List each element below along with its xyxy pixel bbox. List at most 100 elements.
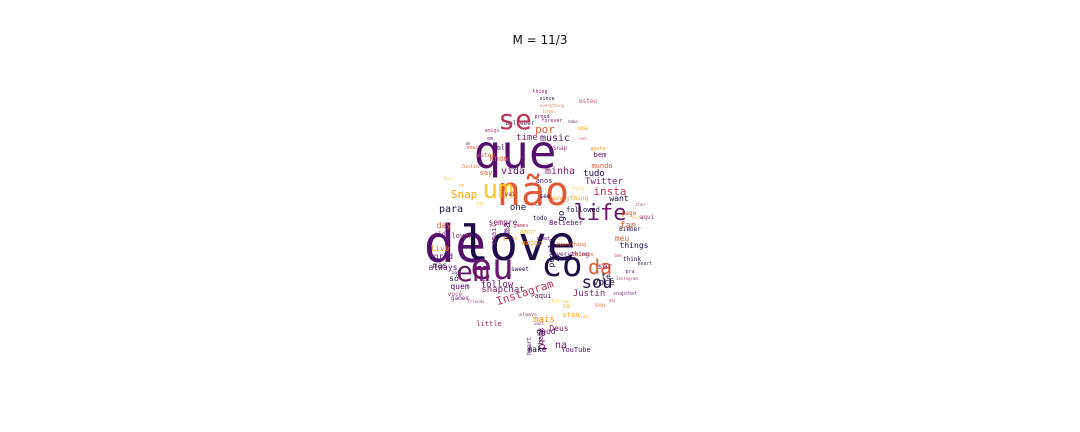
wordcloud-word: live <box>430 244 449 253</box>
wordcloud-word: everything <box>553 251 590 258</box>
wordcloud-word: você <box>593 277 615 288</box>
wordcloud-word: follow <box>481 280 514 290</box>
wordcloud-word: Belieber <box>549 219 583 227</box>
wordcloud-filler-word: old <box>435 231 446 238</box>
wordcloud-filler-word: você <box>448 291 463 298</box>
wordcloud-word: uma <box>502 222 513 240</box>
wordcloud-word: Deus <box>549 324 568 333</box>
wordcloud-word: em <box>456 255 490 288</box>
wordcloud-filler-word: em <box>487 136 493 142</box>
wordcloud-word: lover <box>451 232 472 240</box>
wordcloud-word: snapchat <box>481 285 524 295</box>
wordcloud-filler-word: uma <box>578 125 589 132</box>
wordcloud-word: Snap <box>451 188 478 201</box>
wordcloud-word: amigo <box>521 239 542 247</box>
wordcloud-word: always <box>429 263 458 272</box>
wordcloud-filler-word: want <box>534 321 544 326</box>
wordcloud-word: world <box>429 252 453 261</box>
wordcloud-word: games <box>513 223 528 229</box>
wordcloud-word: go <box>557 211 567 222</box>
wordcloud-filler-word: snapchat <box>613 291 637 297</box>
wordcloud-word: aqui <box>535 292 552 300</box>
wordcloud-filler-word: se <box>476 200 484 207</box>
wordcloud-filler-word: vida <box>578 314 588 319</box>
wordcloud-word: followed <box>566 206 600 214</box>
wordcloud-word: little <box>476 320 501 328</box>
wordcloud-word: meu <box>615 234 630 243</box>
wordcloud-word: tudo <box>583 169 605 179</box>
wordcloud-filler-word: eu <box>609 298 615 304</box>
wordcloud-filler-word: thing <box>572 186 585 191</box>
wordcloud-word: minha <box>545 166 575 177</box>
wordcloud-filler-word: love <box>542 109 554 115</box>
wordcloud-word: YouTube <box>561 346 591 354</box>
wordcloud-word: sou <box>582 273 613 293</box>
wordcloud-word: need <box>537 236 549 242</box>
wordcloud-filler-word: Instagram <box>616 276 638 281</box>
wordcloud-word: things <box>620 241 649 250</box>
wordcloud-word: heart <box>526 337 533 355</box>
wordcloud-word: time <box>516 133 538 143</box>
wordcloud-filler-word: de <box>466 141 471 146</box>
wordcloud-word: email <box>490 223 498 244</box>
wordcloud-title: M = 11/3 <box>512 33 568 47</box>
wordcloud-word: Bieber <box>619 226 641 233</box>
wordcloud-word: since <box>539 96 554 102</box>
wordcloud-word: se <box>498 103 532 136</box>
wordcloud-filler-word: Snap <box>553 145 568 152</box>
wordcloud-word: make <box>527 345 546 354</box>
wordcloud-word: amor <box>520 228 537 236</box>
wordcloud-word: forever <box>541 118 562 124</box>
wordcloud-word: para <box>439 204 463 215</box>
wordcloud-word: think <box>623 256 641 263</box>
wordcloud-word: one <box>510 203 526 213</box>
wordcloud-filler-word: co <box>534 201 542 208</box>
wordcloud-word: bem <box>594 151 607 159</box>
wordcloud-filler-word: email <box>466 145 481 151</box>
wordcloud-word: que <box>473 125 556 179</box>
wordcloud-filler-word: amigo <box>484 128 499 134</box>
wordcloud-word: de <box>424 215 487 275</box>
wordcloud-filler-word: games <box>451 295 469 302</box>
wordcloud-word: todo <box>533 215 548 222</box>
wordcloud-word: anos <box>536 177 553 185</box>
wordcloud-word: sweet <box>511 266 529 273</box>
wordcloud-word: life <box>574 201 627 226</box>
wordcloud-word: Justin <box>573 289 606 299</box>
wordcloud-word: estou <box>477 152 495 159</box>
wordcloud-word: co <box>542 245 583 285</box>
wordcloud-word: ser <box>598 262 613 271</box>
wordcloud-filler-word: mas <box>452 270 460 275</box>
wordcloud-filler-word: heart <box>637 261 652 267</box>
wordcloud-word: want <box>609 194 628 203</box>
wordcloud-filler-word: everything <box>552 195 589 202</box>
wordcloud-word: mundo <box>591 162 612 170</box>
wordcloud-filler-word: everything <box>540 103 565 108</box>
wordcloud-word: pra <box>535 330 548 350</box>
wordcloud-word: por <box>535 123 555 136</box>
wordcloud-filler-word: te <box>458 183 464 189</box>
wordcloud-filler-word: one <box>579 136 587 141</box>
wordcloud-word: old <box>497 144 510 152</box>
wordcloud-word: um <box>482 175 513 205</box>
wordcloud-filler-word: sou <box>595 302 606 309</box>
wordcloud-filler-word: estou <box>579 98 597 105</box>
wordcloud-word: te <box>601 272 611 281</box>
wordcloud-filler-word: pra <box>625 269 634 275</box>
wordcloud-filler-word: insta <box>631 215 644 220</box>
wordcloud-word: page <box>622 210 637 217</box>
wordcloud-word: só <box>449 273 459 283</box>
wordcloud-word: good <box>536 327 555 336</box>
wordcloud-filler-word: na <box>562 303 570 310</box>
wordcloud-filler-word: gosto <box>502 236 517 242</box>
wordcloud-word: fan <box>620 221 636 231</box>
wordcloud-word: friends <box>572 252 593 258</box>
wordcloud-word: mais <box>533 315 555 325</box>
wordcloud-word: everything <box>556 242 586 248</box>
wordcloud-word: mas <box>433 261 448 270</box>
wordcloud-filler-word: always <box>519 312 537 318</box>
wordcloud-word: sempre <box>489 218 518 227</box>
wordcloud-word: day <box>437 221 452 230</box>
wordcloud-word: gosto <box>590 146 605 152</box>
wordcloud-word: thing <box>532 89 547 95</box>
